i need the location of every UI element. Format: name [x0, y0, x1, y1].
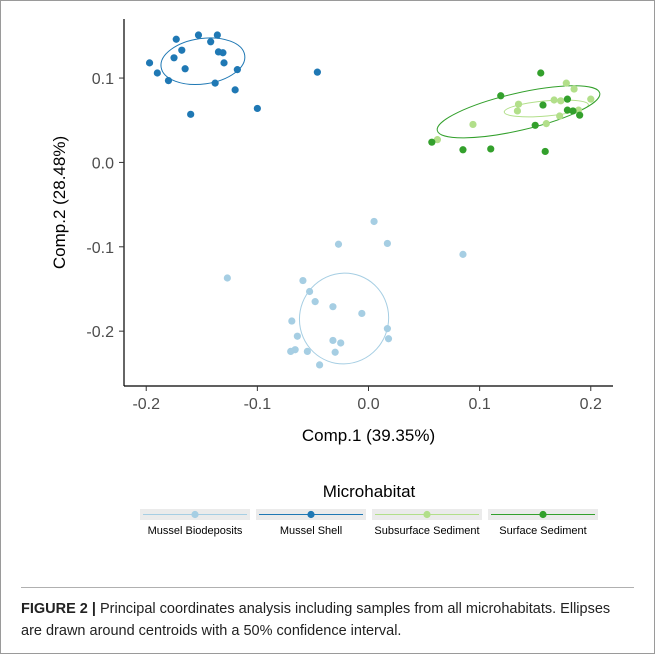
point-subsurface-sediment [550, 96, 558, 104]
point-mussel-shell [153, 69, 161, 77]
point-surface-sediment [537, 69, 545, 77]
caption-divider [21, 587, 634, 588]
point-mussel-biodeposits [223, 274, 231, 282]
legend-label-mussel-biodeposits: Mussel Biodeposits [148, 525, 243, 537]
point-surface-sediment [531, 121, 539, 129]
ellipse-subsurface-sediment [503, 99, 589, 118]
point-mussel-shell [253, 104, 261, 113]
ellipse-mussel-biodeposits [298, 272, 390, 365]
y-tick-label: 0.0 [92, 155, 114, 172]
point-mussel-biodeposits [331, 348, 339, 356]
y-tick-label: -0.2 [86, 324, 114, 341]
point-subsurface-sediment [542, 120, 550, 128]
axes: -0.2 -0.1 0.0 0.1 0.2 -0.2 -0.1 0.0 0.1 [86, 19, 613, 413]
ellipse-mussel-shell [160, 37, 246, 85]
point-mussel-shell [172, 35, 180, 43]
point-mussel-shell [213, 31, 221, 39]
point-mussel-shell [194, 31, 203, 39]
point-subsurface-sediment [556, 112, 564, 120]
point-mussel-shell [220, 59, 228, 67]
x-tick-label: 0.1 [469, 396, 491, 413]
point-mussel-biodeposits [329, 303, 337, 311]
point-mussel-shell [178, 46, 186, 54]
point-mussel-shell [231, 86, 239, 94]
point-mussel-biodeposits [299, 276, 307, 285]
point-mussel-biodeposits [305, 287, 314, 296]
point-mussel-shell [207, 38, 215, 46]
y-tick-label: 0.1 [92, 71, 114, 88]
y-tick-label: -0.1 [86, 240, 114, 257]
point-mussel-biodeposits [329, 336, 337, 345]
point-mussel-biodeposits [288, 317, 296, 325]
point-surface-sediment [497, 92, 505, 100]
legend-point-subsurface-sediment [423, 510, 431, 519]
point-mussel-biodeposits [291, 346, 299, 354]
point-surface-sediment [487, 145, 495, 153]
point-mussel-biodeposits [384, 335, 393, 343]
x-tick-label: 0.0 [357, 396, 379, 413]
x-tick-label: 0.2 [580, 396, 602, 413]
point-surface-sediment [539, 101, 547, 109]
figure-caption: FIGURE 2 | Principal coordinates analysi… [21, 598, 621, 642]
legend-point-surface-sediment [539, 510, 547, 519]
point-surface-sediment [563, 95, 572, 103]
point-mussel-shell [145, 59, 154, 67]
data-points [145, 31, 595, 369]
point-mussel-shell [170, 54, 178, 62]
point-subsurface-sediment [570, 85, 578, 93]
x-axis-title: Comp.1 (39.35%) [302, 426, 435, 445]
point-surface-sediment [569, 107, 577, 115]
point-mussel-biodeposits [383, 239, 391, 248]
point-subsurface-sediment [433, 136, 442, 144]
point-mussel-biodeposits [311, 298, 319, 306]
legend-label-surface-sediment: Surface Sediment [499, 525, 586, 537]
caption-text: Principal coordinates analysis including… [21, 601, 611, 639]
caption-label: FIGURE 2 | [21, 601, 96, 617]
point-mussel-shell [187, 110, 195, 118]
point-mussel-shell [219, 49, 227, 57]
point-mussel-biodeposits [383, 325, 391, 333]
point-mussel-shell [164, 76, 173, 85]
point-mussel-shell [181, 65, 189, 73]
legend-point-mussel-shell [307, 510, 315, 519]
point-subsurface-sediment [513, 107, 522, 115]
point-mussel-biodeposits [303, 347, 311, 356]
point-mussel-biodeposits [293, 332, 301, 340]
legend-point-mussel-biodeposits [191, 510, 199, 519]
point-surface-sediment [563, 106, 572, 114]
confidence-ellipses [160, 37, 601, 365]
point-surface-sediment [428, 138, 436, 146]
x-tick-label: -0.2 [132, 396, 160, 413]
point-subsurface-sediment [557, 97, 565, 105]
point-mussel-biodeposits [334, 240, 343, 248]
point-surface-sediment [576, 111, 584, 119]
point-surface-sediment [459, 146, 467, 154]
point-mussel-biodeposits [337, 339, 345, 347]
x-tick-label: -0.1 [244, 396, 272, 413]
legend-label-subsurface-sediment: Subsurface Sediment [374, 525, 479, 537]
point-mussel-shell [233, 66, 241, 74]
point-mussel-shell [313, 68, 321, 76]
point-mussel-biodeposits [370, 217, 378, 226]
point-mussel-biodeposits [316, 361, 324, 369]
legend-title: Microhabitat [323, 482, 416, 501]
point-subsurface-sediment [587, 95, 595, 103]
point-surface-sediment [541, 147, 549, 156]
point-mussel-biodeposits [459, 250, 467, 258]
legend-label-mussel-shell: Mussel Shell [280, 525, 342, 537]
point-subsurface-sediment [562, 79, 570, 87]
y-axis-title: Comp.2 (28.48%) [50, 136, 69, 269]
point-mussel-biodeposits [358, 309, 366, 318]
point-mussel-shell [211, 79, 219, 87]
pcoa-scatter-plot: -0.2 -0.1 0.0 0.1 0.2 -0.2 -0.1 0.0 0.1 Comp.1 (… [50, 19, 613, 537]
legend: Mussel Biodeposits Mussel Shell Subsurface… [140, 509, 598, 537]
point-subsurface-sediment [514, 100, 523, 108]
point-subsurface-sediment [469, 120, 477, 129]
ellipse-surface-sediment [436, 85, 601, 139]
